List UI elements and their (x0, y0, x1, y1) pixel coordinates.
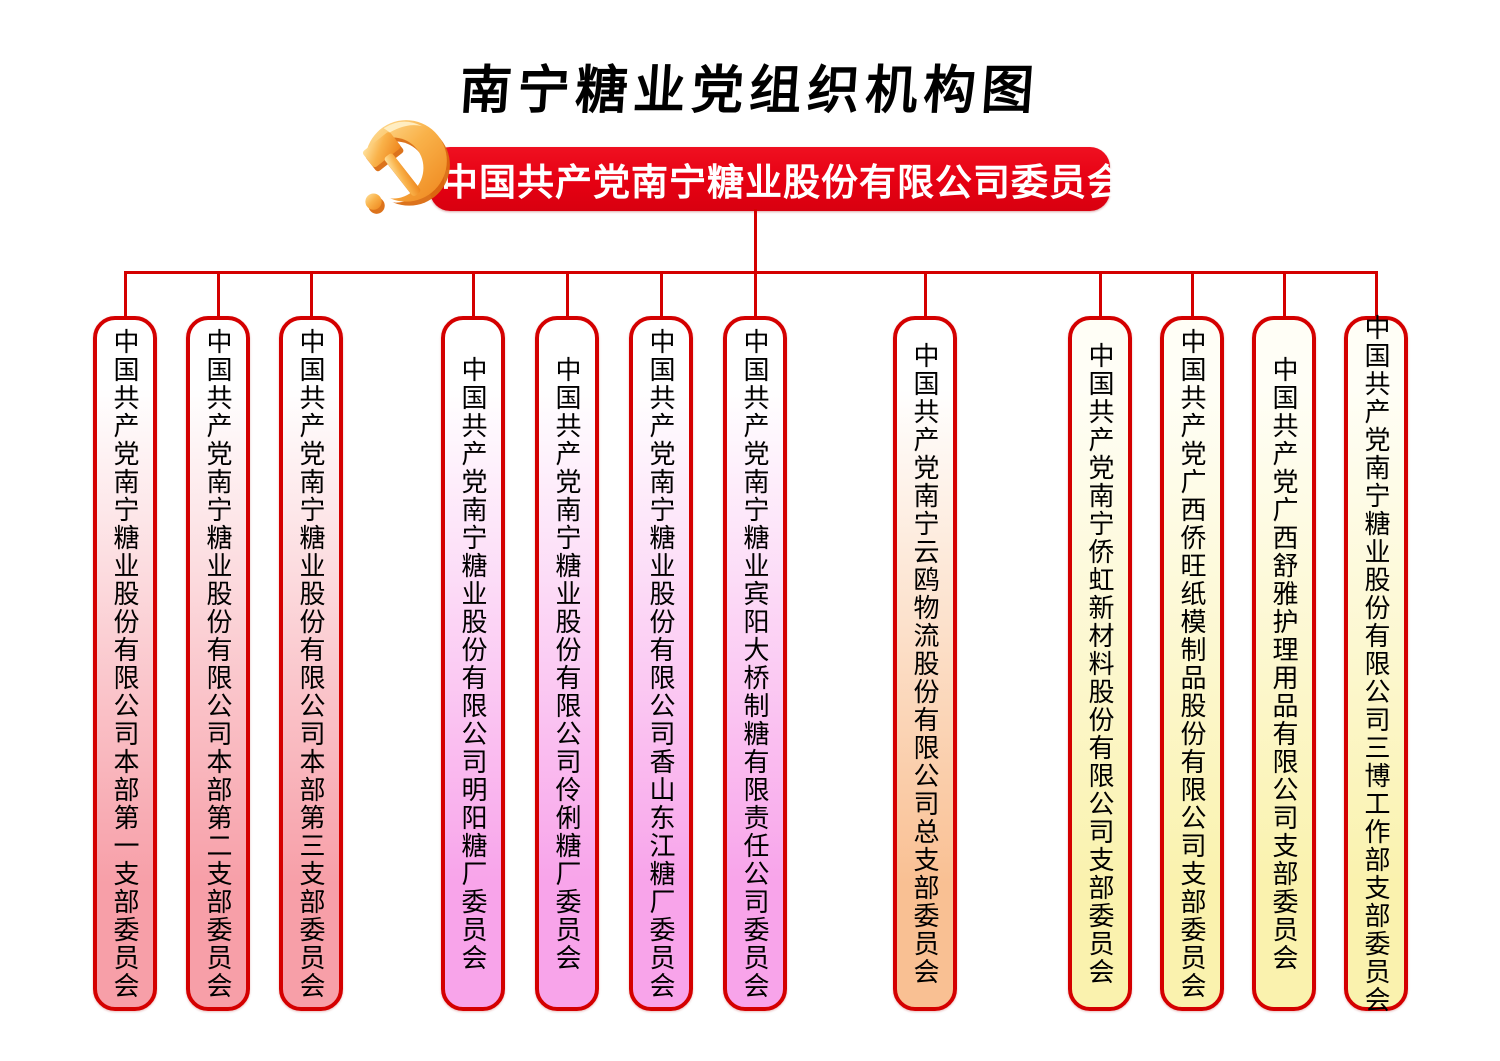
org-branch-box: 中国共产党南宁糖业股份有限公司明阳糖厂委员会 (441, 316, 505, 1011)
org-branch-label: 中国共产党南宁云鸥物流股份有限公司总支部委员会 (910, 341, 940, 986)
branch-stub-line (923, 271, 927, 318)
branch-stub-line (216, 271, 220, 318)
branch-stub-line (309, 271, 313, 318)
org-branch-box: 中国共产党南宁云鸥物流股份有限公司总支部委员会 (893, 316, 957, 1011)
org-branch-label: 中国共产党南宁糖业股份有限公司伶俐糖厂委员会 (552, 355, 582, 972)
org-branch-box: 中国共产党南宁糖业股份有限公司本部第二支部委员会 (186, 316, 250, 1011)
branch-stub-line (1098, 271, 1102, 318)
root-committee-label: 中国共产党南宁糖业股份有限公司委员会 (441, 162, 1125, 203)
branch-stub-line (1190, 271, 1194, 318)
branch-stub-line (1374, 271, 1378, 318)
org-branch-box: 中国共产党南宁糖业股份有限公司三博工作部支部委员会 (1344, 313, 1408, 1014)
org-branch-box: 中国共产党南宁糖业股份有限公司本部第一支部委员会 (93, 316, 157, 1011)
page-title: 南宁糖业党组织机构图 (457, 60, 1042, 121)
org-branch-label: 中国共产党南宁糖业股份有限公司本部第三支部委员会 (296, 327, 326, 1000)
org-branch-label: 中国共产党南宁糖业股份有限公司三博工作部支部委员会 (1361, 313, 1391, 1014)
branch-stub-line (1282, 271, 1286, 318)
org-branch-box: 中国共产党广西侨旺纸模制品股份有限公司支部委员会 (1160, 316, 1224, 1011)
branch-stub-line (565, 271, 569, 318)
org-branch-label: 中国共产党广西侨旺纸模制品股份有限公司支部委员会 (1177, 327, 1207, 1000)
org-branch-box: 中国共产党南宁糖业股份有限公司伶俐糖厂委员会 (535, 316, 599, 1011)
org-branch-box: 中国共产党南宁糖业股份有限公司本部第三支部委员会 (279, 316, 343, 1011)
org-branch-box: 中国共产党广西舒雅护理用品有限公司支部委员会 (1252, 316, 1316, 1011)
org-branch-box: 中国共产党南宁侨虹新材料股份有限公司支部委员会 (1068, 316, 1132, 1011)
org-branch-label: 中国共产党南宁糖业股份有限公司本部第二支部委员会 (203, 327, 233, 1000)
org-branch-label: 中国共产党南宁糖业股份有限公司明阳糖厂委员会 (458, 355, 488, 972)
branch-bus-line (123, 271, 1378, 274)
branch-stub-line (123, 271, 127, 318)
root-committee-banner: 中国共产党南宁糖业股份有限公司委员会 (430, 147, 1124, 211)
root-drop-line (753, 209, 757, 271)
branch-stub-line (471, 271, 475, 318)
org-branch-box: 中国共产党南宁糖业股份有限公司香山东江糖厂委员会 (629, 316, 693, 1011)
org-branch-box: 中国共产党南宁糖业宾阳大桥制糖有限责任公司委员会 (723, 316, 787, 1011)
branch-stub-line (659, 271, 663, 318)
org-branch-label: 中国共产党南宁糖业股份有限公司本部第一支部委员会 (110, 327, 140, 1000)
org-branch-label: 中国共产党南宁糖业股份有限公司香山东江糖厂委员会 (646, 327, 676, 1000)
org-branch-label: 中国共产党广西舒雅护理用品有限公司支部委员会 (1269, 355, 1299, 972)
branch-stub-line (753, 271, 757, 318)
org-branch-label: 中国共产党南宁侨虹新材料股份有限公司支部委员会 (1085, 341, 1115, 986)
party-emblem-icon (348, 112, 452, 224)
org-branch-label: 中国共产党南宁糖业宾阳大桥制糖有限责任公司委员会 (740, 327, 770, 1000)
